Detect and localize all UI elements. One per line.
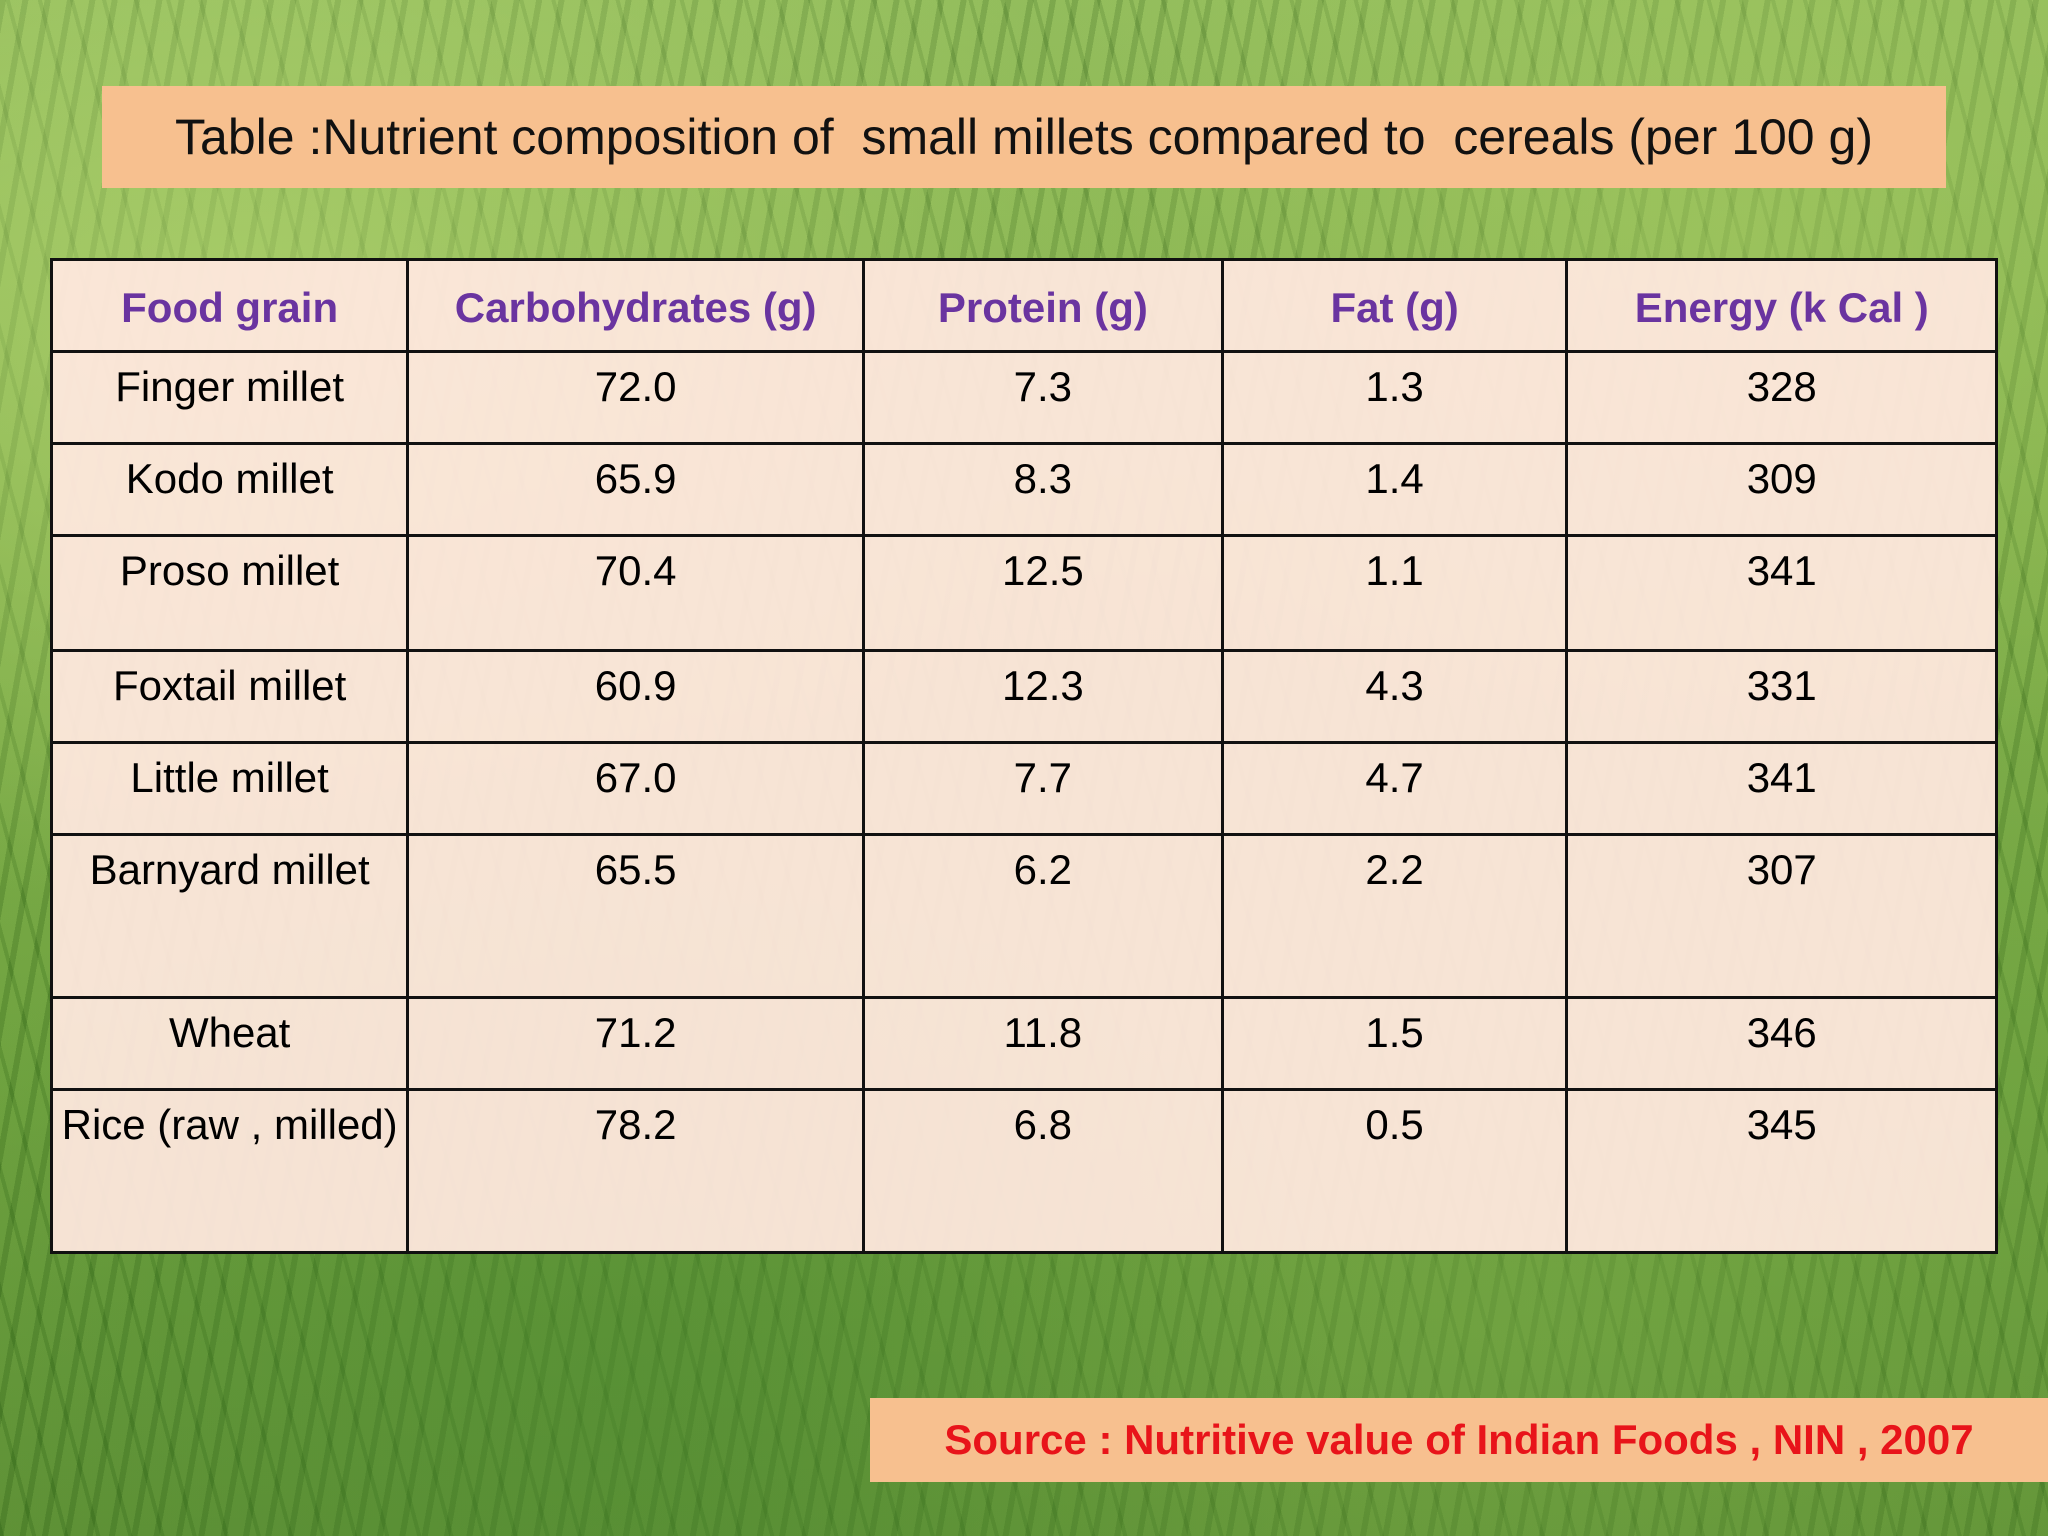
cell-protein: 11.8	[862, 996, 1224, 1091]
cell-protein: 7.7	[862, 741, 1224, 836]
cell-food-grain: Little millet	[49, 741, 410, 836]
cell-fat: 1.5	[1220, 996, 1569, 1091]
cell-energy: 341	[1565, 741, 1998, 836]
table-row: Proso millet 70.4 12.5 1.1 341	[49, 534, 1998, 652]
header-food-grain: Food grain	[49, 258, 410, 353]
cell-energy: 341	[1565, 534, 1998, 652]
table-title: Table :Nutrient composition of small mil…	[175, 109, 1873, 165]
header-fat: Fat (g)	[1220, 258, 1569, 353]
header-row: Food grain Carbohydrates (g) Protein (g)…	[49, 258, 1998, 353]
cell-fat: 0.5	[1220, 1088, 1569, 1254]
cell-protein: 12.5	[862, 534, 1224, 652]
cell-food-grain: Foxtail millet	[49, 649, 410, 744]
cell-fat: 4.7	[1220, 741, 1569, 836]
cell-protein: 8.3	[862, 442, 1224, 537]
cell-carbohydrates: 67.0	[406, 741, 866, 836]
cell-carbohydrates: 70.4	[406, 534, 866, 652]
header-energy: Energy (k Cal )	[1565, 258, 1998, 353]
cell-carbohydrates: 60.9	[406, 649, 866, 744]
cell-food-grain: Finger millet	[49, 350, 410, 445]
table-row: Rice (raw , milled) 78.2 6.8 0.5 345	[49, 1088, 1998, 1254]
cell-carbohydrates: 65.5	[406, 833, 866, 999]
table-row: Foxtail millet 60.9 12.3 4.3 331	[49, 649, 1998, 744]
cell-protein: 7.3	[862, 350, 1224, 445]
title-banner: Table :Nutrient composition of small mil…	[102, 86, 1946, 188]
table-row: Barnyard millet 65.5 6.2 2.2 307	[49, 833, 1998, 999]
cell-protein: 6.8	[862, 1088, 1224, 1254]
cell-food-grain: Barnyard millet	[49, 833, 410, 999]
cell-energy: 328	[1565, 350, 1998, 445]
cell-food-grain: Wheat	[49, 996, 410, 1091]
cell-energy: 307	[1565, 833, 1998, 999]
cell-fat: 1.4	[1220, 442, 1569, 537]
cell-fat: 1.3	[1220, 350, 1569, 445]
cell-carbohydrates: 71.2	[406, 996, 866, 1091]
cell-fat: 2.2	[1220, 833, 1569, 999]
cell-fat: 1.1	[1220, 534, 1569, 652]
source-citation: Source : Nutritive value of Indian Foods…	[944, 1416, 1974, 1463]
cell-food-grain: Kodo millet	[49, 442, 410, 537]
cell-carbohydrates: 65.9	[406, 442, 866, 537]
table-row: Little millet 67.0 7.7 4.7 341	[49, 741, 1998, 836]
cell-carbohydrates: 72.0	[406, 350, 866, 445]
cell-protein: 6.2	[862, 833, 1224, 999]
table-row: Wheat 71.2 11.8 1.5 346	[49, 996, 1998, 1091]
cell-protein: 12.3	[862, 649, 1224, 744]
cell-food-grain: Rice (raw , milled)	[49, 1088, 410, 1254]
cell-fat: 4.3	[1220, 649, 1569, 744]
cell-energy: 346	[1565, 996, 1998, 1091]
nutrient-table: Food grain Carbohydrates (g) Protein (g)…	[49, 258, 1998, 1254]
cell-food-grain: Proso millet	[49, 534, 410, 652]
cell-energy: 331	[1565, 649, 1998, 744]
cell-energy: 309	[1565, 442, 1998, 537]
header-carbohydrates: Carbohydrates (g)	[406, 258, 866, 353]
cell-carbohydrates: 78.2	[406, 1088, 866, 1254]
cell-energy: 345	[1565, 1088, 1998, 1254]
header-protein: Protein (g)	[862, 258, 1224, 353]
table-row: Finger millet 72.0 7.3 1.3 328	[49, 350, 1998, 445]
table-row: Kodo millet 65.9 8.3 1.4 309	[49, 442, 1998, 537]
source-banner: Source : Nutritive value of Indian Foods…	[870, 1398, 2048, 1482]
